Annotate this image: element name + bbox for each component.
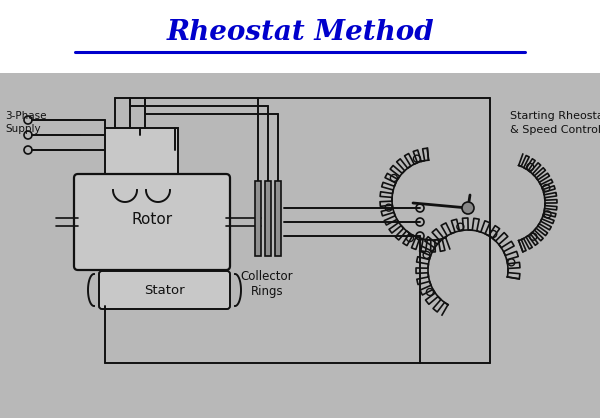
Bar	[275, 181, 281, 256]
Circle shape	[462, 202, 474, 214]
Bar	[105, 128, 178, 190]
Text: Collector
Rings: Collector Rings	[241, 270, 293, 298]
Bar	[255, 181, 261, 256]
Text: Rheostat Method: Rheostat Method	[166, 20, 434, 46]
Text: Starting Rheostat
& Speed Controller: Starting Rheostat & Speed Controller	[510, 112, 600, 135]
Bar	[0, 0, 600, 73]
Bar	[0, 73, 600, 418]
Text: Supply: Supply	[5, 124, 41, 134]
Bar	[265, 181, 271, 256]
Text: Stator: Stator	[144, 283, 185, 296]
FancyBboxPatch shape	[74, 174, 230, 270]
Text: 3-Phase: 3-Phase	[5, 111, 47, 121]
Text: Rotor: Rotor	[131, 212, 173, 227]
FancyBboxPatch shape	[99, 271, 230, 309]
